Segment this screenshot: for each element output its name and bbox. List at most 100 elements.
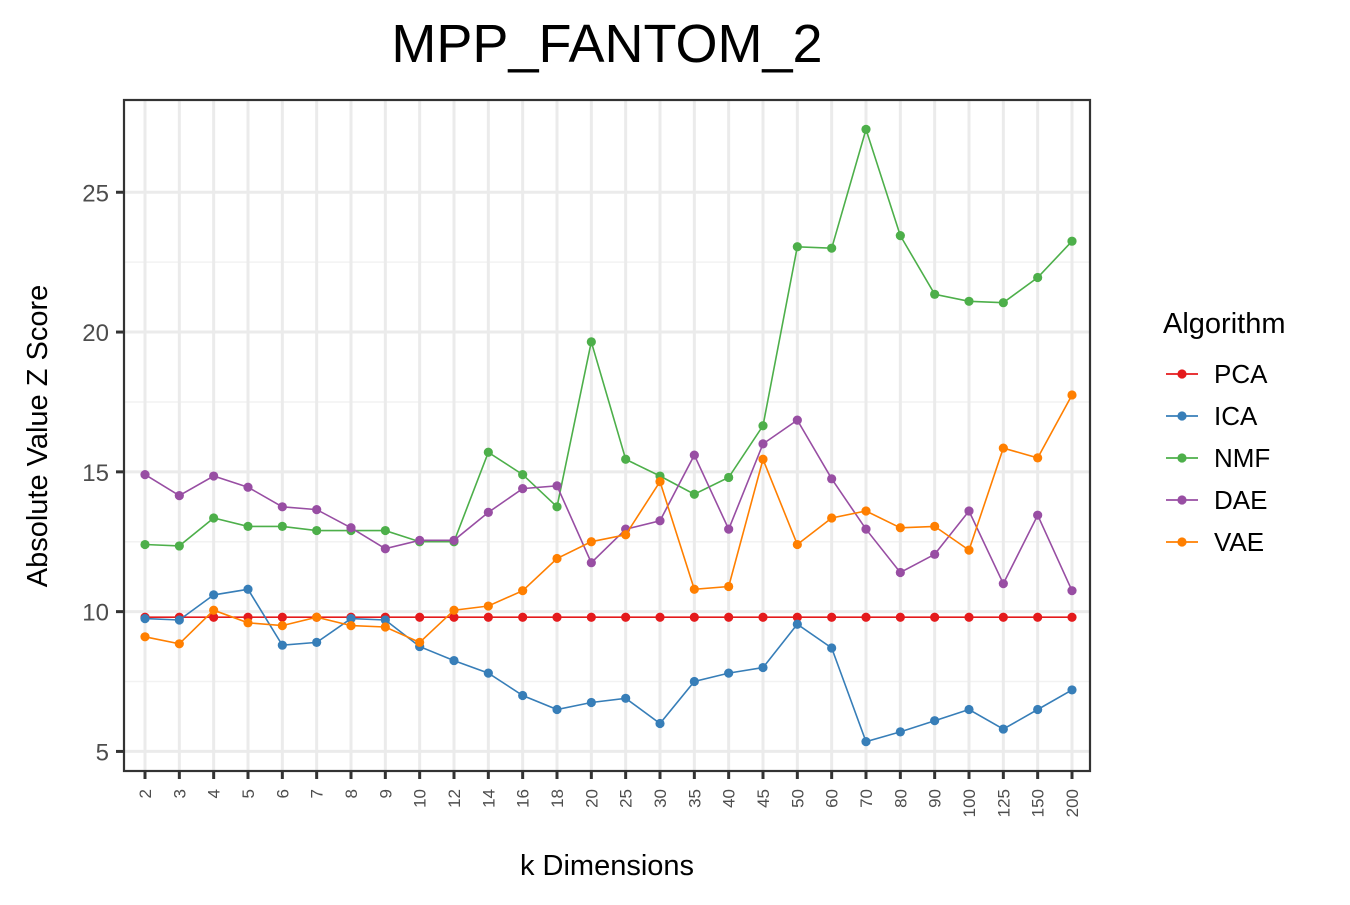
data-point-ica (209, 590, 219, 600)
data-point-nmf (964, 296, 974, 306)
data-point-ica (964, 704, 974, 715)
data-point-vae (243, 618, 253, 628)
data-point-vae (174, 639, 184, 649)
data-point-dae (1033, 510, 1043, 520)
data-point-nmf (998, 298, 1008, 308)
data-point-nmf (140, 539, 150, 550)
data-point-pca (552, 612, 562, 622)
x-tick-label: 10 (411, 789, 430, 808)
x-tick-label: 40 (720, 789, 739, 808)
legend-key-point (1177, 411, 1187, 421)
data-point-dae (415, 535, 425, 545)
data-point-vae (380, 622, 390, 632)
data-point-vae (449, 605, 459, 615)
data-point-dae (998, 579, 1008, 589)
legend-label: PCA (1214, 359, 1268, 389)
data-point-pca (483, 612, 493, 622)
data-point-pca (621, 612, 631, 622)
legend-item-nmf: NMF (1166, 443, 1270, 473)
data-point-dae (1067, 586, 1077, 596)
x-tick-label: 50 (788, 789, 807, 808)
series-line-nmf (144, 126, 1073, 547)
data-point-dae (861, 524, 871, 534)
data-point-dae (930, 549, 940, 559)
data-point-vae (586, 537, 596, 547)
data-point-dae (827, 474, 837, 484)
data-point-dae (312, 504, 322, 515)
y-axis-title: Absolute Value Z Score (22, 285, 54, 588)
x-axis: 2 3 4 5 6 7 8 9 10 12 14 16 18 20 25 30 35 40 45 50 60 70 80 90… (136, 771, 1082, 817)
data-point-nmf (518, 470, 528, 480)
data-point-nmf (621, 454, 631, 464)
x-tick-label: 2 (136, 789, 155, 798)
data-point-ica (998, 724, 1008, 734)
data-point-pca (1067, 612, 1077, 622)
data-point-pca (724, 612, 734, 622)
data-point-dae (277, 502, 287, 512)
data-point-pca (655, 612, 665, 622)
data-point-dae (792, 415, 802, 425)
data-point-dae (895, 567, 905, 578)
legend-key-point (1177, 453, 1187, 463)
data-point-pca (998, 612, 1008, 622)
data-point-nmf (792, 242, 802, 252)
data-point-ica (346, 614, 356, 624)
data-point-ica (483, 668, 493, 678)
x-tick-label: 60 (823, 789, 842, 808)
data-point-vae (998, 443, 1008, 453)
data-point-ica (827, 643, 837, 653)
series-line-vae (144, 394, 1073, 645)
legend-label: VAE (1214, 527, 1264, 557)
legend-label: NMF (1214, 443, 1270, 473)
data-point-dae (724, 524, 734, 534)
series-layer (140, 124, 1077, 747)
data-point-dae (758, 439, 768, 449)
panel-border (122, 98, 1092, 773)
data-point-ica (655, 718, 665, 729)
data-point-dae (346, 523, 356, 533)
grid-layer (124, 100, 1090, 771)
x-tick-label: 3 (170, 789, 189, 798)
data-point-dae (380, 544, 390, 554)
data-point-vae (827, 513, 837, 523)
data-point-vae (346, 621, 356, 631)
legend-key-point (1177, 495, 1187, 505)
data-point-nmf (689, 489, 699, 499)
x-tick-label: 16 (514, 789, 533, 808)
legend-label: DAE (1214, 485, 1267, 515)
legend-title: Algorithm (1163, 308, 1286, 340)
data-point-ica (895, 727, 905, 737)
data-point-vae (655, 477, 665, 487)
data-point-ica (174, 615, 184, 625)
data-point-dae (964, 506, 974, 516)
legend-key-point (1177, 537, 1187, 547)
data-point-vae (792, 539, 802, 550)
data-point-nmf (552, 502, 562, 512)
data-point-ica (140, 614, 150, 624)
data-point-vae (895, 523, 905, 533)
x-tick-label: 35 (685, 789, 704, 808)
data-point-ica (621, 693, 631, 703)
series-pca (140, 612, 1077, 622)
data-point-pca (209, 612, 219, 622)
data-point-vae (552, 553, 562, 564)
x-tick-label: 12 (445, 789, 464, 808)
series-dae (140, 415, 1077, 596)
x-axis-title: k Dimensions (520, 850, 694, 882)
x-tick-label: 4 (205, 789, 224, 798)
y-axis: 5 10 15 20 25 (82, 180, 124, 766)
data-point-nmf (1067, 236, 1077, 246)
legend-key-point (1177, 369, 1187, 379)
legend-items: PCA ICA NMF DAE VAE (1166, 359, 1270, 557)
x-tick-label: 14 (479, 789, 498, 808)
data-point-vae (861, 506, 871, 516)
series-vae (140, 390, 1077, 649)
data-point-ica (1033, 704, 1043, 715)
data-point-nmf (483, 447, 493, 457)
data-point-ica (449, 655, 459, 666)
data-point-vae (415, 637, 425, 647)
data-point-ica (380, 615, 390, 625)
x-tick-label: 5 (239, 789, 258, 798)
data-point-vae (758, 454, 768, 464)
